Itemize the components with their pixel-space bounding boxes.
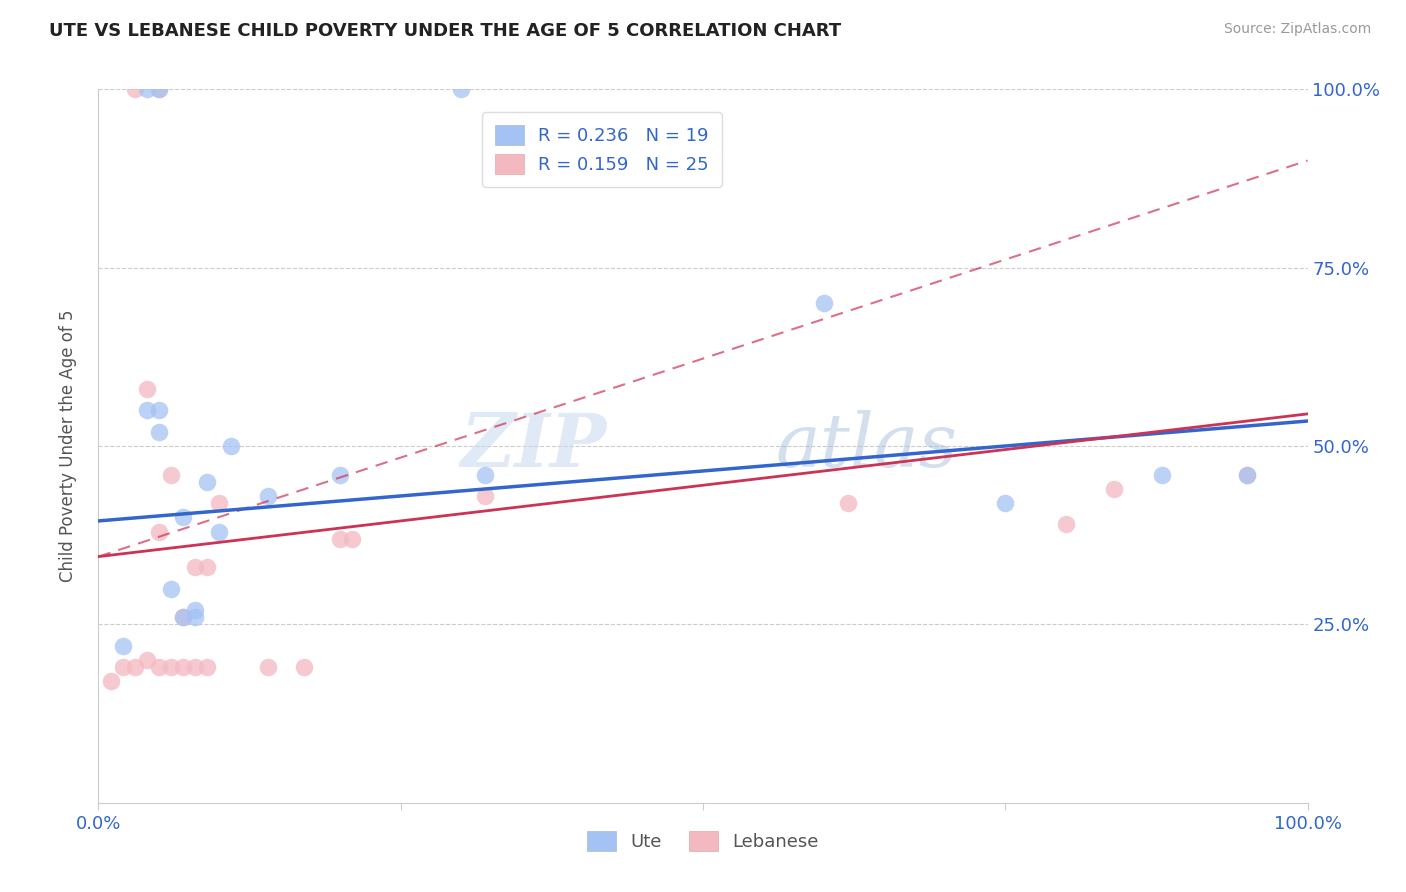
Point <box>148 403 170 417</box>
Point <box>329 532 352 546</box>
Point <box>184 610 207 624</box>
Point <box>329 467 352 482</box>
Point <box>148 660 170 674</box>
Point <box>1236 467 1258 482</box>
Point <box>256 660 278 674</box>
Point <box>111 660 134 674</box>
Point <box>100 674 122 689</box>
Point <box>111 639 134 653</box>
Point <box>160 582 183 596</box>
Point <box>474 489 496 503</box>
Point <box>221 439 243 453</box>
Point <box>172 660 194 674</box>
Point <box>172 610 194 624</box>
Text: atlas: atlas <box>776 409 957 483</box>
Point <box>184 560 207 574</box>
Point <box>124 82 146 96</box>
Point <box>1152 467 1174 482</box>
Point <box>837 496 859 510</box>
Point <box>184 603 207 617</box>
Point <box>135 653 157 667</box>
Point <box>195 560 218 574</box>
Point <box>148 425 170 439</box>
Point <box>172 610 194 624</box>
Point <box>1236 467 1258 482</box>
Text: UTE VS LEBANESE CHILD POVERTY UNDER THE AGE OF 5 CORRELATION CHART: UTE VS LEBANESE CHILD POVERTY UNDER THE … <box>49 22 841 40</box>
Point <box>148 524 170 539</box>
Point <box>195 660 218 674</box>
Legend: Ute, Lebanese: Ute, Lebanese <box>581 823 825 858</box>
Point <box>342 532 364 546</box>
Point <box>148 82 170 96</box>
Point <box>160 660 183 674</box>
Point <box>160 467 183 482</box>
Point <box>1054 517 1077 532</box>
Point <box>1102 482 1125 496</box>
Point <box>124 660 146 674</box>
Point <box>135 403 157 417</box>
Point <box>256 489 278 503</box>
Point <box>135 382 157 396</box>
Point <box>474 467 496 482</box>
Point <box>208 496 231 510</box>
Point <box>135 82 157 96</box>
Y-axis label: Child Poverty Under the Age of 5: Child Poverty Under the Age of 5 <box>59 310 77 582</box>
Text: Source: ZipAtlas.com: Source: ZipAtlas.com <box>1223 22 1371 37</box>
Point <box>994 496 1017 510</box>
Point <box>172 510 194 524</box>
Point <box>208 524 231 539</box>
Point <box>450 82 472 96</box>
Text: ZIP: ZIP <box>460 409 606 483</box>
Point <box>813 296 835 310</box>
Point <box>148 82 170 96</box>
Point <box>195 475 218 489</box>
Point <box>292 660 315 674</box>
Point <box>184 660 207 674</box>
